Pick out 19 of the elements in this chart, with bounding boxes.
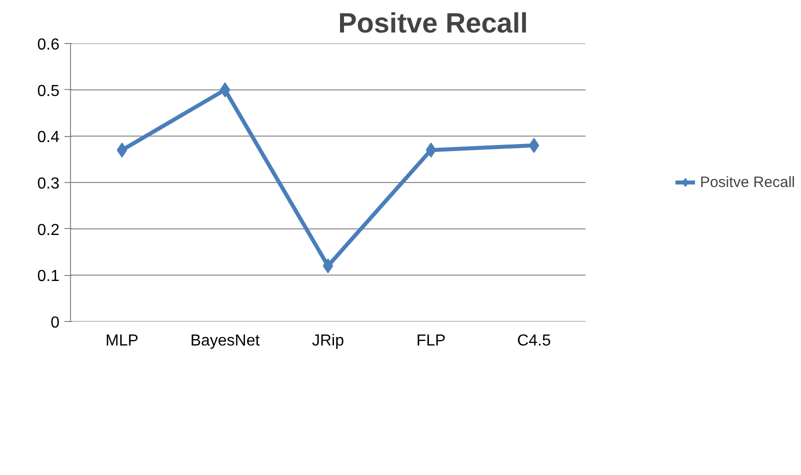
legend-label: Positve Recall (700, 174, 795, 190)
point (116, 142, 128, 158)
x-tick-label: JRip (312, 332, 344, 350)
y-tick-label: 0.1 (37, 268, 60, 286)
x-tick-label: BayesNet (190, 332, 260, 350)
y-tick-label: 0.6 (37, 36, 60, 54)
x-tick-label: C4.5 (517, 332, 551, 350)
chart-title: Positve Recall (338, 8, 528, 38)
y-tick-label: 0.4 (37, 129, 60, 146)
point (426, 142, 436, 158)
y-tick-label: 0.5 (37, 82, 60, 100)
y-tick-label: 0.2 (37, 222, 60, 239)
point (220, 82, 230, 98)
point (528, 138, 540, 153)
point (322, 258, 334, 274)
x-tick-label: FLP (416, 332, 446, 350)
y-tick-label: 0 (50, 314, 60, 332)
x-tick-label: MLP (106, 332, 138, 350)
y-tick-label: 0.3 (37, 176, 60, 192)
